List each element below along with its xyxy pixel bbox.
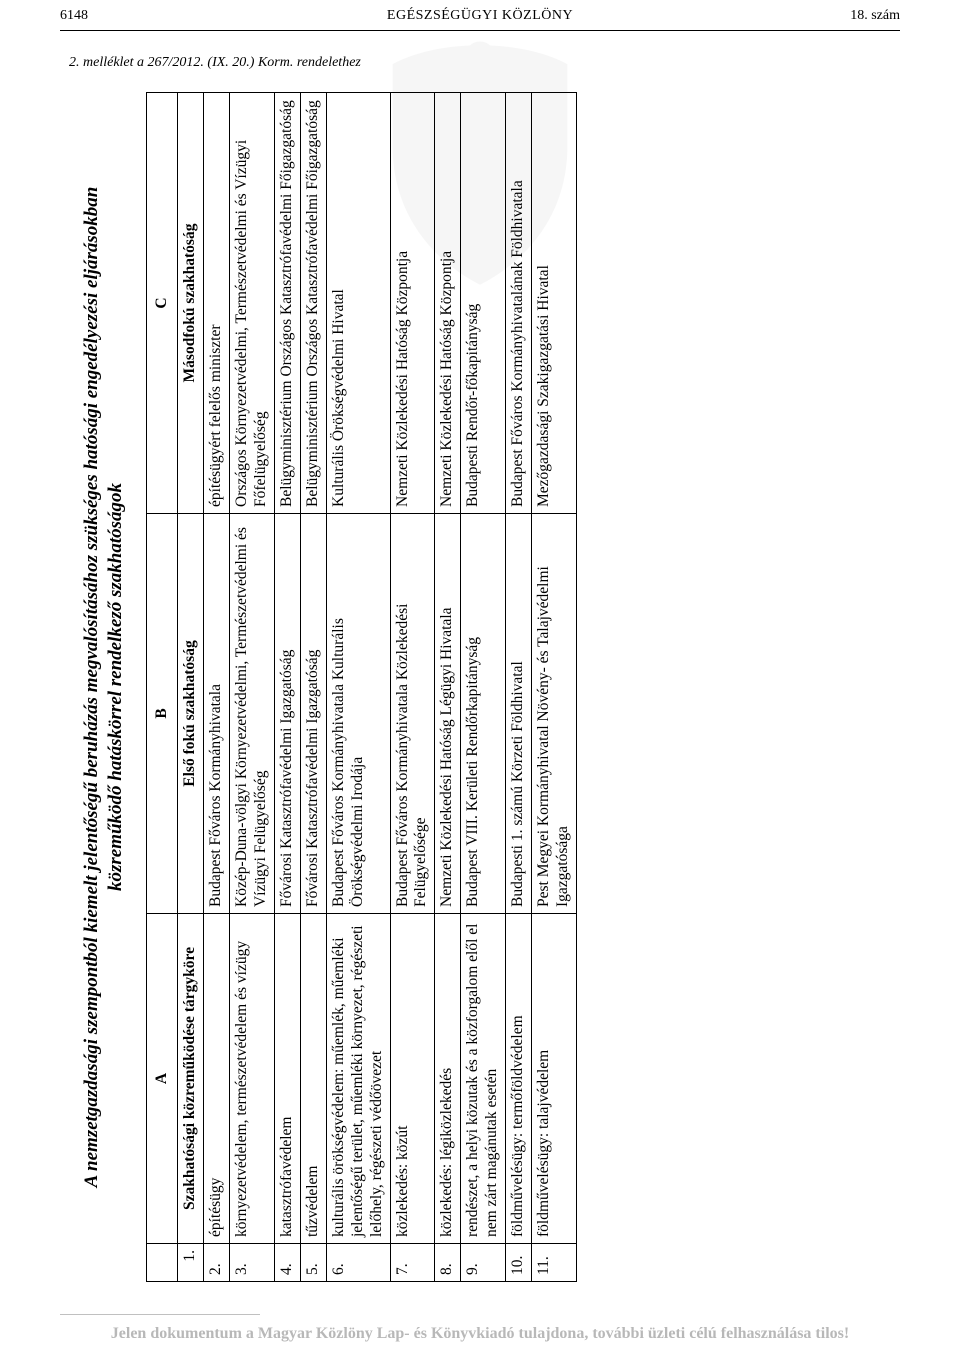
- row-b: Fővárosi Katasztrófavédelmi Igazgatóság: [300, 514, 326, 914]
- row-a: földművelésügy: termőföldvédelem: [506, 914, 532, 1244]
- title-line-2: közreműködő hatáskörrel rendelkező szakh…: [105, 483, 126, 891]
- row-b: Budapest Főváros Kormányhivatala: [204, 514, 230, 914]
- row-a: építésügy: [204, 914, 230, 1244]
- table-row: 5.tűzvédelemFővárosi Katasztrófavédelmi …: [300, 93, 326, 1282]
- row-a: földművelésügy: talajvédelem: [532, 914, 577, 1244]
- row-b: Pest Megyei Kormányhivatal Növény- és Ta…: [532, 514, 577, 914]
- row-a: környezetvédelem, természetvédelem és ví…: [230, 914, 275, 1244]
- table-row: 4.katasztrófavédelemFővárosi Katasztrófa…: [275, 93, 301, 1282]
- row-a: közlekedés: légiközlekedés: [435, 914, 461, 1244]
- row-b: Budapest VIII. Kerületi Rendőrkapitánysá…: [461, 514, 506, 914]
- subhead-c: Másodfokú szakhatóság: [178, 93, 204, 514]
- footer-rule: [60, 1314, 260, 1315]
- row-c: Budapest Főváros Kormányhivatalának Föld…: [506, 93, 532, 514]
- row-num: 2.: [204, 1244, 230, 1282]
- table-header-row: A B C: [146, 93, 178, 1282]
- row-c: Országos Környezetvédelmi, Természetvéde…: [230, 93, 275, 514]
- row-num: 3.: [230, 1244, 275, 1282]
- title-line-1: A nemzetgazdasági szempontból kiemelt je…: [81, 187, 102, 1188]
- szakhatosag-table: A B C 1. Szakhatósági közreműködése tárg…: [146, 92, 577, 1282]
- table-row: 6.kulturális örökségvédelem: műemlék, mű…: [326, 93, 390, 1282]
- row-c: Belügyminisztérium Országos Katasztrófav…: [300, 93, 326, 514]
- row-num: 4.: [275, 1244, 301, 1282]
- row-num: 8.: [435, 1244, 461, 1282]
- rotated-content: A nemzetgazdasági szempontból kiemelt je…: [80, 92, 577, 1282]
- row-c: építésügyért felelős miniszter: [204, 93, 230, 514]
- table-row: 7.közlekedés: közútBudapest Főváros Korm…: [390, 93, 435, 1282]
- row-num: 9.: [461, 1244, 506, 1282]
- row-a: tűzvédelem: [300, 914, 326, 1244]
- row-c: Nemzeti Közlekedési Hatóság Központja: [390, 93, 435, 514]
- row-b: Budapest Főváros Kormányhivatala Kulturá…: [326, 514, 390, 914]
- row-num: 11.: [532, 1244, 577, 1282]
- col-blank: [146, 1244, 178, 1282]
- subhead-a: Szakhatósági közreműködése tárgyköre: [178, 914, 204, 1244]
- issue-number: 18. szám: [850, 8, 900, 24]
- col-b: B: [146, 514, 178, 914]
- table-subheader-row: 1. Szakhatósági közreműködése tárgyköre …: [178, 93, 204, 1282]
- row-num: 5.: [300, 1244, 326, 1282]
- row-num: 6.: [326, 1244, 390, 1282]
- row-a: rendészet, a helyi közutak és a közforga…: [461, 914, 506, 1244]
- row-c: Belügyminisztérium Országos Katasztrófav…: [275, 93, 301, 514]
- row-b: Közép-Duna-völgyi Környezetvédelmi, Term…: [230, 514, 275, 914]
- row-c: Budapesti Rendőr-főkapitányság: [461, 93, 506, 514]
- row-c: Kulturális Örökségvédelmi Hivatal: [326, 93, 390, 514]
- subhead-b: Első fokú szakhatóság: [178, 514, 204, 914]
- subhead-num: 1.: [178, 1244, 204, 1282]
- table-row: 2.építésügyBudapest Főváros Kormányhivat…: [204, 93, 230, 1282]
- row-b: Fővárosi Katasztrófavédelmi Igazgatóság: [275, 514, 301, 914]
- row-num: 10.: [506, 1244, 532, 1282]
- row-c: Nemzeti Közlekedési Hatóság Központja: [435, 93, 461, 514]
- table-body: 2.építésügyBudapest Főváros Kormányhivat…: [204, 93, 577, 1282]
- col-a: A: [146, 914, 178, 1244]
- row-b: Nemzeti Közlekedési Hatóság Légügyi Hiva…: [435, 514, 461, 914]
- table-row: 3.környezetvédelem, természetvédelem és …: [230, 93, 275, 1282]
- table-row: 10.földművelésügy: termőföldvédelemBudap…: [506, 93, 532, 1282]
- col-c: C: [146, 93, 178, 514]
- attachment-note: 2. melléklet a 267/2012. (IX. 20.) Korm.…: [69, 55, 361, 71]
- row-c: Mezőgazdasági Szakigazgatási Hivatal: [532, 93, 577, 514]
- journal-title: EGÉSZSÉGÜGYI KÖZLÖNY: [0, 8, 960, 24]
- table-row: 11.földművelésügy: talajvédelemPest Megy…: [532, 93, 577, 1282]
- table-row: 8.közlekedés: légiközlekedésNemzeti Közl…: [435, 93, 461, 1282]
- row-b: Budapesti 1. számú Körzeti Földhivatal: [506, 514, 532, 914]
- footer-note: Jelen dokumentum a Magyar Közlöny Lap- é…: [0, 1325, 960, 1343]
- row-num: 7.: [390, 1244, 435, 1282]
- row-b: Budapest Főváros Kormányhivatala Közleke…: [390, 514, 435, 914]
- row-a: kulturális örökségvédelem: műemlék, műem…: [326, 914, 390, 1244]
- row-a: közlekedés: közút: [390, 914, 435, 1244]
- row-a: katasztrófavédelem: [275, 914, 301, 1244]
- table-title: A nemzetgazdasági szempontból kiemelt je…: [80, 92, 128, 1282]
- table-row: 9.rendészet, a helyi közutak és a közfor…: [461, 93, 506, 1282]
- header-rule: [60, 30, 900, 31]
